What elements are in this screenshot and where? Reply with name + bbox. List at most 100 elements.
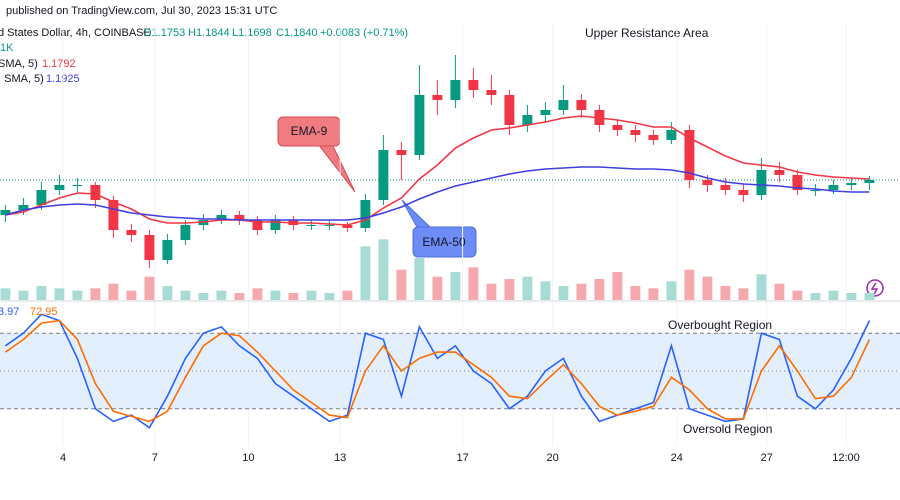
- candle-body: [846, 183, 857, 185]
- stoch-label: 72.95: [30, 306, 58, 318]
- candle-body: [108, 200, 119, 230]
- change: +0.0083 (+0.71%): [320, 27, 408, 39]
- volume-bar: [306, 290, 317, 300]
- volume-bar: [720, 286, 731, 300]
- volume-bar: [756, 274, 767, 300]
- candle-body: [558, 100, 569, 110]
- annotation: Oversold Region: [683, 422, 772, 436]
- volume-bar: [396, 269, 407, 300]
- x-tick-label: 12:00: [832, 452, 860, 464]
- volume-bar: [144, 276, 155, 300]
- volume-bar: [558, 286, 569, 300]
- volume-bar: [162, 286, 173, 300]
- candle-body: [720, 185, 731, 190]
- candle-body: [342, 225, 353, 228]
- candle-body: [864, 180, 875, 183]
- volume-bar: [612, 272, 623, 300]
- candle-body: [504, 95, 515, 125]
- volume-bar: [342, 290, 353, 300]
- candle-body: [0, 210, 11, 215]
- volume-bar: [702, 276, 713, 300]
- volume-bar: [666, 281, 677, 300]
- icon: [870, 282, 879, 295]
- candle-body: [648, 135, 659, 140]
- volume-bar: [270, 290, 281, 300]
- ma-line: [5, 115, 870, 226]
- candle-body: [180, 225, 191, 240]
- symbol: d States Dollar, 4h, COINBASE: [0, 27, 151, 39]
- x-tick-label: 4: [60, 452, 66, 464]
- candle-body: [666, 130, 677, 140]
- candle-body: [72, 185, 83, 186]
- candle-body: [432, 95, 443, 100]
- volume-bar: [360, 246, 371, 300]
- volume-bar: [522, 276, 533, 300]
- candle-body: [576, 100, 587, 110]
- volume-bar: [90, 288, 101, 300]
- legend-name: SMA, 5): [0, 58, 38, 70]
- candle-body: [324, 225, 335, 226]
- candle-body: [360, 200, 371, 228]
- candle-body: [792, 175, 803, 190]
- volume-bar: [378, 239, 389, 300]
- candle-body: [18, 205, 29, 210]
- volume-bar: [576, 283, 587, 300]
- volume-bar: [846, 293, 857, 300]
- annotation: Upper Resistance Area: [585, 26, 709, 40]
- ohlc-low: L1.1698: [232, 27, 272, 39]
- volume-bar: [288, 293, 299, 300]
- candle-body: [234, 215, 245, 220]
- volume-bar: [126, 290, 137, 300]
- volume-bar: [864, 293, 875, 300]
- candle-body: [90, 185, 101, 200]
- x-tick-label: 10: [242, 452, 254, 464]
- volume-bar: [828, 290, 839, 300]
- legend-value: 1.1792: [42, 58, 76, 70]
- candle-body: [828, 185, 839, 190]
- candle-body: [774, 170, 785, 175]
- volume-bar: [684, 269, 695, 300]
- candle-body: [810, 190, 821, 191]
- volume-bar: [36, 286, 47, 300]
- volume-bar: [450, 272, 461, 300]
- candle-body: [36, 190, 47, 205]
- x-tick-label: 24: [671, 452, 683, 464]
- candle-body: [396, 150, 407, 155]
- volume-bar: [486, 283, 497, 300]
- volume-bar: [738, 288, 749, 300]
- volume-bar: [810, 293, 821, 300]
- volume-bar: [468, 267, 479, 300]
- volume-bar: [594, 279, 605, 300]
- volume-bar: [504, 279, 515, 300]
- volume-label: 1K: [0, 42, 14, 54]
- candle-body: [630, 130, 641, 135]
- x-tick-label: 13: [334, 452, 346, 464]
- icon: [866, 279, 884, 297]
- x-tick-label: 7: [152, 452, 158, 464]
- annotation: Overbought Region: [668, 318, 772, 332]
- candle-body: [486, 90, 497, 95]
- volume-bar: [18, 290, 29, 300]
- callout-box: [412, 226, 477, 258]
- volume-bar: [180, 290, 191, 300]
- ohlc-close: C1.1840: [276, 27, 318, 39]
- volume-bar: [0, 288, 11, 300]
- candle-body: [756, 170, 767, 195]
- candle-body: [450, 80, 461, 100]
- volume-bar: [324, 293, 335, 300]
- candle-body: [306, 225, 317, 226]
- volume-bar: [216, 290, 227, 300]
- candle-body: [126, 230, 137, 235]
- stoch-line: [4, 319, 871, 423]
- candle-body: [612, 125, 623, 130]
- callout-text: EMA-50: [422, 235, 466, 249]
- x-tick-label: 20: [546, 452, 558, 464]
- candle-body: [216, 215, 227, 220]
- candle-body: [414, 95, 425, 155]
- candle-body: [702, 180, 713, 185]
- volume-bar: [54, 288, 65, 300]
- candle-body: [738, 190, 749, 195]
- volume-bar: [648, 288, 659, 300]
- callout-ema50: EMA-50: [401, 199, 477, 258]
